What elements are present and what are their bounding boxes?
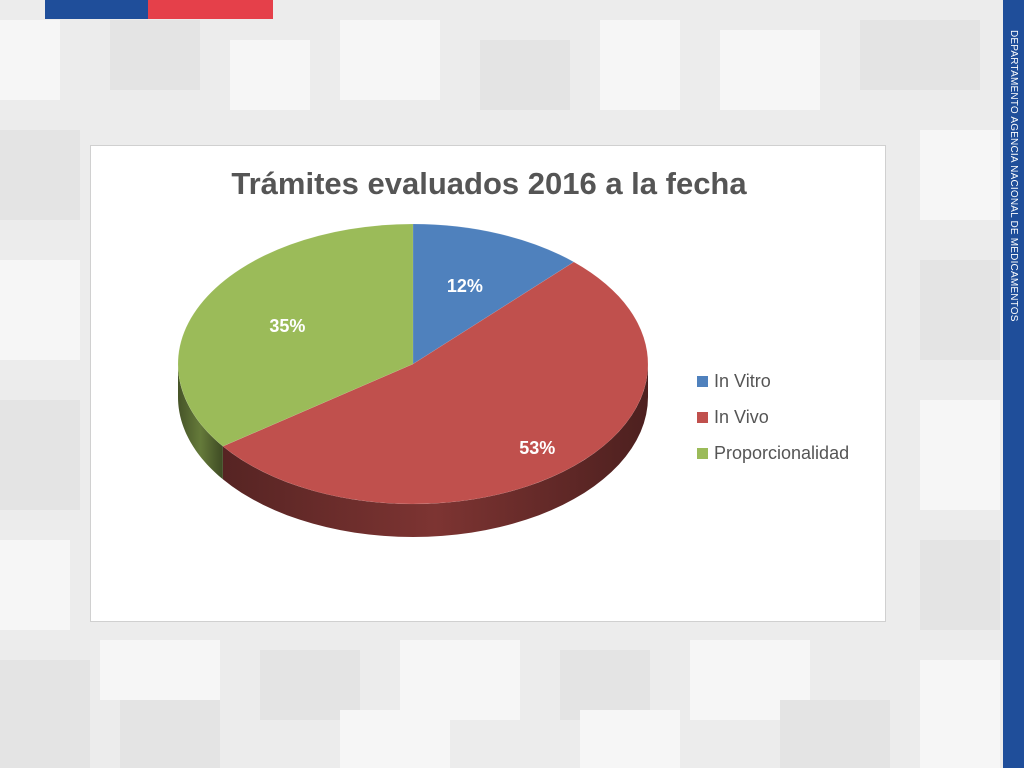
legend-swatch	[697, 411, 708, 423]
legend-swatch	[697, 375, 708, 387]
background-tile	[260, 650, 360, 720]
legend-label: Proporcionalidad	[714, 442, 850, 463]
data-label: 53%	[519, 438, 555, 458]
background-tile	[0, 130, 80, 220]
chart-title: Trámites evaluados 2016 a la fecha	[231, 166, 747, 201]
flag-red-bar	[148, 0, 273, 19]
background-tile	[0, 540, 70, 630]
background-tile	[110, 20, 200, 90]
background-tile	[920, 400, 1000, 510]
legend-label: In Vivo	[714, 406, 769, 427]
pie-slice-side	[178, 364, 223, 480]
side-band	[1003, 0, 1024, 768]
data-label: 12%	[447, 276, 483, 296]
pie-chart: 12% 53% 35%	[177, 223, 649, 537]
chart-panel: Trámites evaluados 2016 a la fecha 12% 53…	[90, 145, 886, 622]
background-tile	[230, 40, 310, 110]
background-tile	[720, 30, 820, 110]
background-tile	[780, 700, 890, 768]
background-tile	[0, 660, 90, 768]
background-tile	[100, 640, 220, 700]
pie-slice-proporcionalidad	[177, 223, 414, 447]
chart-legend: In Vitro In Vivo Proporcionalidad	[687, 362, 877, 472]
background-tile	[400, 640, 520, 720]
background-tile	[600, 20, 680, 110]
background-tile	[340, 20, 440, 100]
background-tile	[340, 710, 450, 768]
pie-slice-side	[222, 364, 648, 537]
background-tile	[0, 260, 80, 360]
background-tile	[920, 260, 1000, 360]
data-label: 35%	[269, 316, 305, 336]
legend-item: In Vitro	[697, 370, 771, 392]
legend-item: In Vivo	[697, 406, 769, 428]
legend-label: In Vitro	[714, 370, 771, 391]
legend-item: Proporcionalidad	[697, 442, 849, 464]
background-pattern	[0, 0, 1003, 768]
background-tile	[0, 20, 60, 100]
background-tile	[860, 20, 980, 90]
background-tile	[560, 650, 650, 720]
background-tile	[920, 660, 1000, 768]
background-tile	[480, 40, 570, 110]
pie-slice-in-vivo	[222, 261, 649, 505]
legend-swatch	[697, 447, 708, 459]
background-tile	[920, 540, 1000, 630]
department-name: DEPARTAMENTO AGENCIA NACIONAL DE MEDICAM…	[1008, 30, 1019, 322]
pie-slice-in-vitro	[412, 223, 575, 365]
flag-blue-bar	[45, 0, 148, 19]
background-tile	[580, 710, 680, 768]
background-tile	[920, 130, 1000, 220]
background-tile	[120, 700, 220, 768]
background-tile	[0, 400, 80, 510]
side-text-container: DEPARTAMENTO AGENCIA NACIONAL DE MEDICAM…	[1003, 0, 1024, 768]
